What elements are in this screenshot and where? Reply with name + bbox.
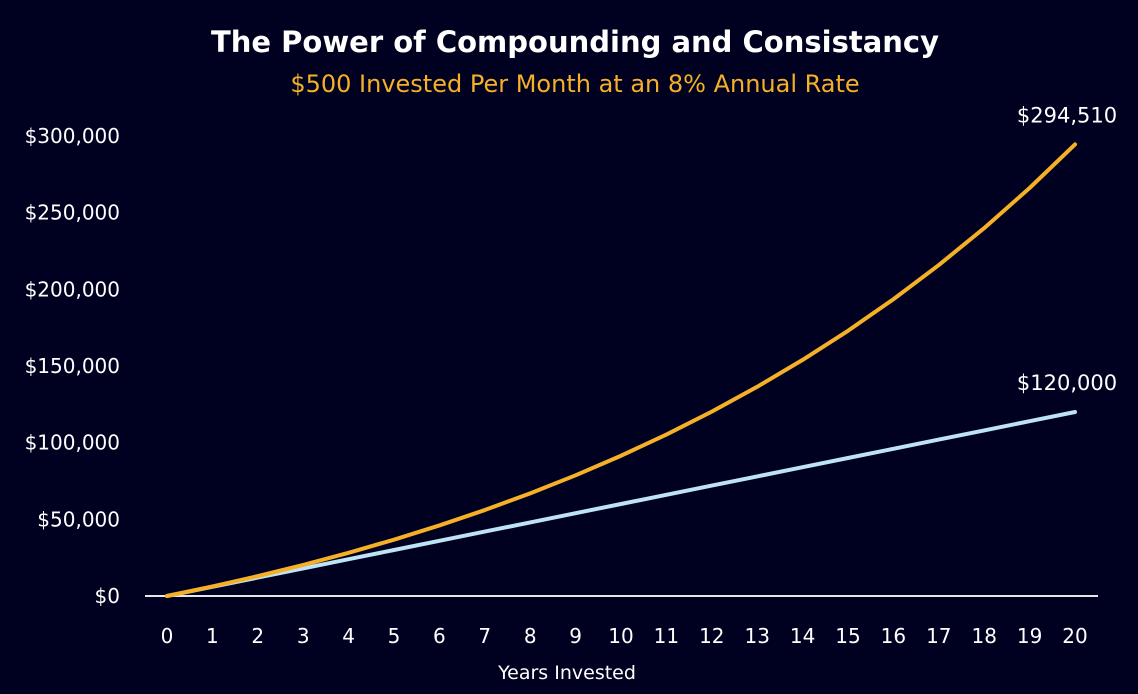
x-tick-label: 0 [161, 624, 174, 648]
end-value-label: $294,510 [1017, 103, 1117, 127]
series-line-0 [165, 142, 1077, 598]
x-axis-label: Years Invested [497, 662, 636, 684]
y-tick-label: $250,000 [25, 201, 120, 225]
x-tick-label: 5 [388, 624, 401, 648]
end-value-label: $120,000 [1017, 371, 1117, 395]
y-tick-label: $100,000 [25, 431, 120, 455]
y-tick-label: $150,000 [25, 354, 120, 378]
x-tick-label: 13 [744, 624, 769, 648]
y-tick-label: $50,000 [37, 507, 120, 531]
x-tick-label: 10 [608, 624, 633, 648]
x-tick-label: 19 [1017, 624, 1042, 648]
chart-subtitle: $500 Invested Per Month at an 8% Annual … [290, 70, 859, 98]
x-tick-label: 18 [971, 624, 996, 648]
chart-title: The Power of Compounding and Consistancy [211, 25, 939, 59]
x-tick-label: 2 [251, 624, 264, 648]
x-tick-label: 16 [881, 624, 906, 648]
y-tick-label: $200,000 [25, 277, 120, 301]
x-tick-label: 4 [342, 624, 355, 648]
x-tick-label: 8 [524, 624, 537, 648]
x-tick-label: 14 [790, 624, 815, 648]
y-tick-label: $300,000 [25, 124, 120, 148]
x-tick-label: 1 [206, 624, 219, 648]
x-tick-label: 20 [1062, 624, 1087, 648]
x-tick-label: 6 [433, 624, 446, 648]
x-tick-label: 11 [654, 624, 679, 648]
x-tick-label: 15 [835, 624, 860, 648]
x-tick-label: 9 [569, 624, 582, 648]
x-tick-label: 3 [297, 624, 310, 648]
y-tick-label: $0 [95, 584, 120, 608]
x-tick-label: 17 [926, 624, 951, 648]
x-tick-label: 12 [699, 624, 724, 648]
x-tick-label: 7 [478, 624, 491, 648]
